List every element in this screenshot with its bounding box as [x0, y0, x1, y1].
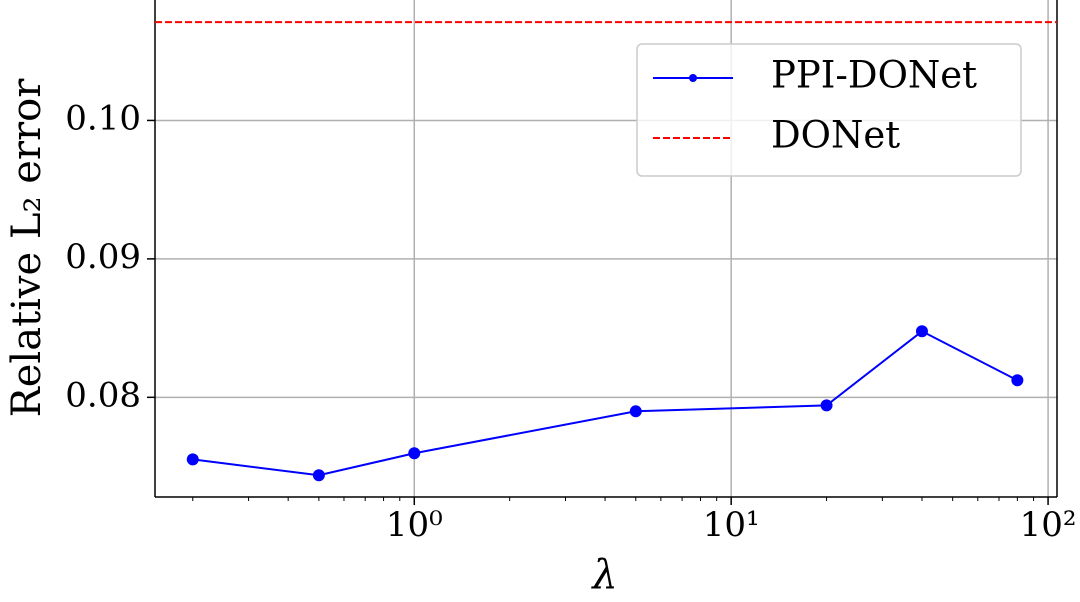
x-tick-label: 10¹ — [703, 505, 760, 545]
data-point — [629, 405, 642, 418]
y-tick-label: 0.10 — [65, 98, 141, 138]
legend-marker — [689, 74, 697, 82]
y-tick-label: 0.08 — [65, 375, 141, 415]
x-axis-label: λ — [590, 552, 617, 598]
y-tick-label: 0.09 — [65, 237, 141, 277]
data-point — [1011, 374, 1024, 387]
data-line — [192, 330, 1018, 477]
data-point — [312, 469, 325, 482]
legend-label: PPI-DONet — [771, 54, 977, 97]
y-axis-label: Relative L₂ error — [4, 78, 50, 418]
data-point — [408, 447, 421, 460]
data-point — [186, 453, 199, 466]
x-tick-label: 10⁰ — [386, 505, 443, 545]
legend-label: DONet — [771, 114, 900, 157]
x-tick-label: 10² — [1020, 505, 1077, 545]
data-point — [820, 399, 833, 412]
data-point — [915, 325, 928, 338]
